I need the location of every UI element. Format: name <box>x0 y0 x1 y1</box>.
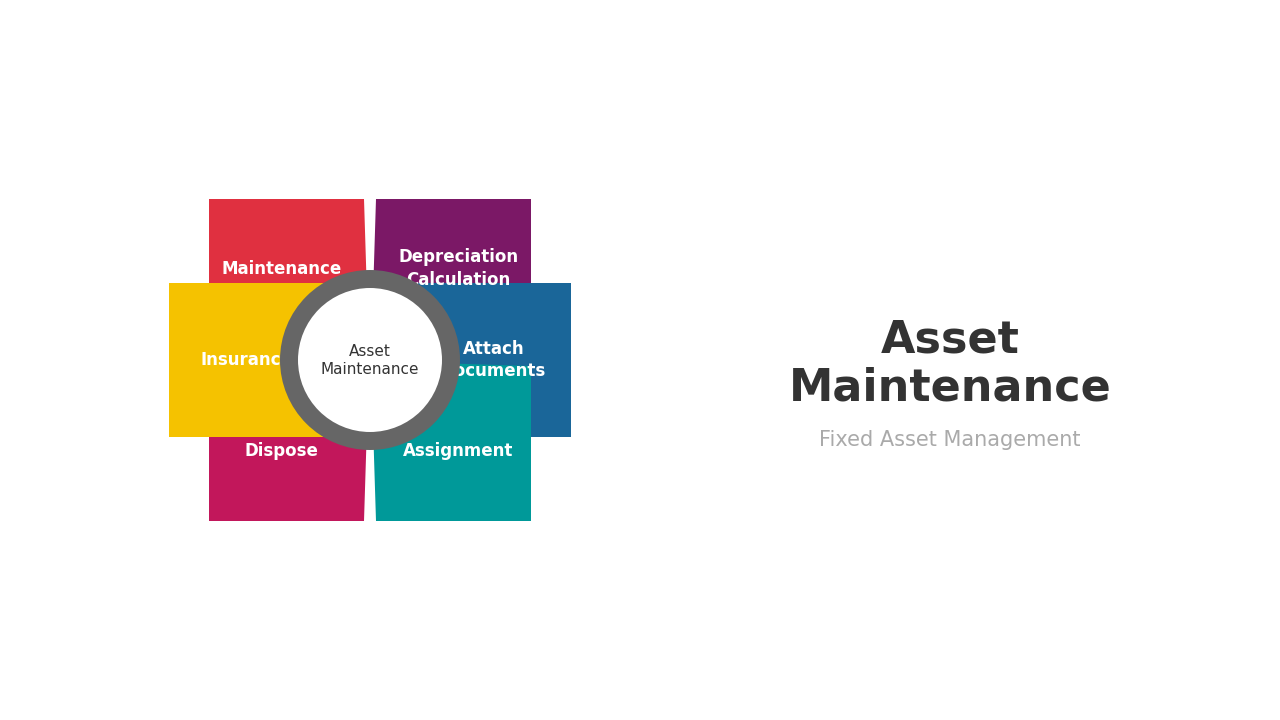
Text: Asset: Asset <box>349 344 390 359</box>
Polygon shape <box>371 199 531 359</box>
Circle shape <box>280 270 460 450</box>
Polygon shape <box>209 199 369 359</box>
Polygon shape <box>371 283 571 437</box>
Text: Asset: Asset <box>881 318 1019 361</box>
Text: Maintenance: Maintenance <box>788 366 1111 410</box>
Text: Fixed Asset Management: Fixed Asset Management <box>819 430 1080 450</box>
Text: Insurance: Insurance <box>201 351 292 369</box>
Polygon shape <box>209 361 369 521</box>
Polygon shape <box>371 361 531 521</box>
Text: Maintenance: Maintenance <box>221 259 342 277</box>
Polygon shape <box>169 283 369 437</box>
Text: Attach
Documents: Attach Documents <box>440 340 547 380</box>
Text: Depreciation
Calculation: Depreciation Calculation <box>398 248 518 289</box>
Text: Maintenance: Maintenance <box>321 362 420 377</box>
Text: Assignment: Assignment <box>403 443 513 461</box>
Circle shape <box>298 288 442 432</box>
Text: Dispose: Dispose <box>244 443 319 461</box>
